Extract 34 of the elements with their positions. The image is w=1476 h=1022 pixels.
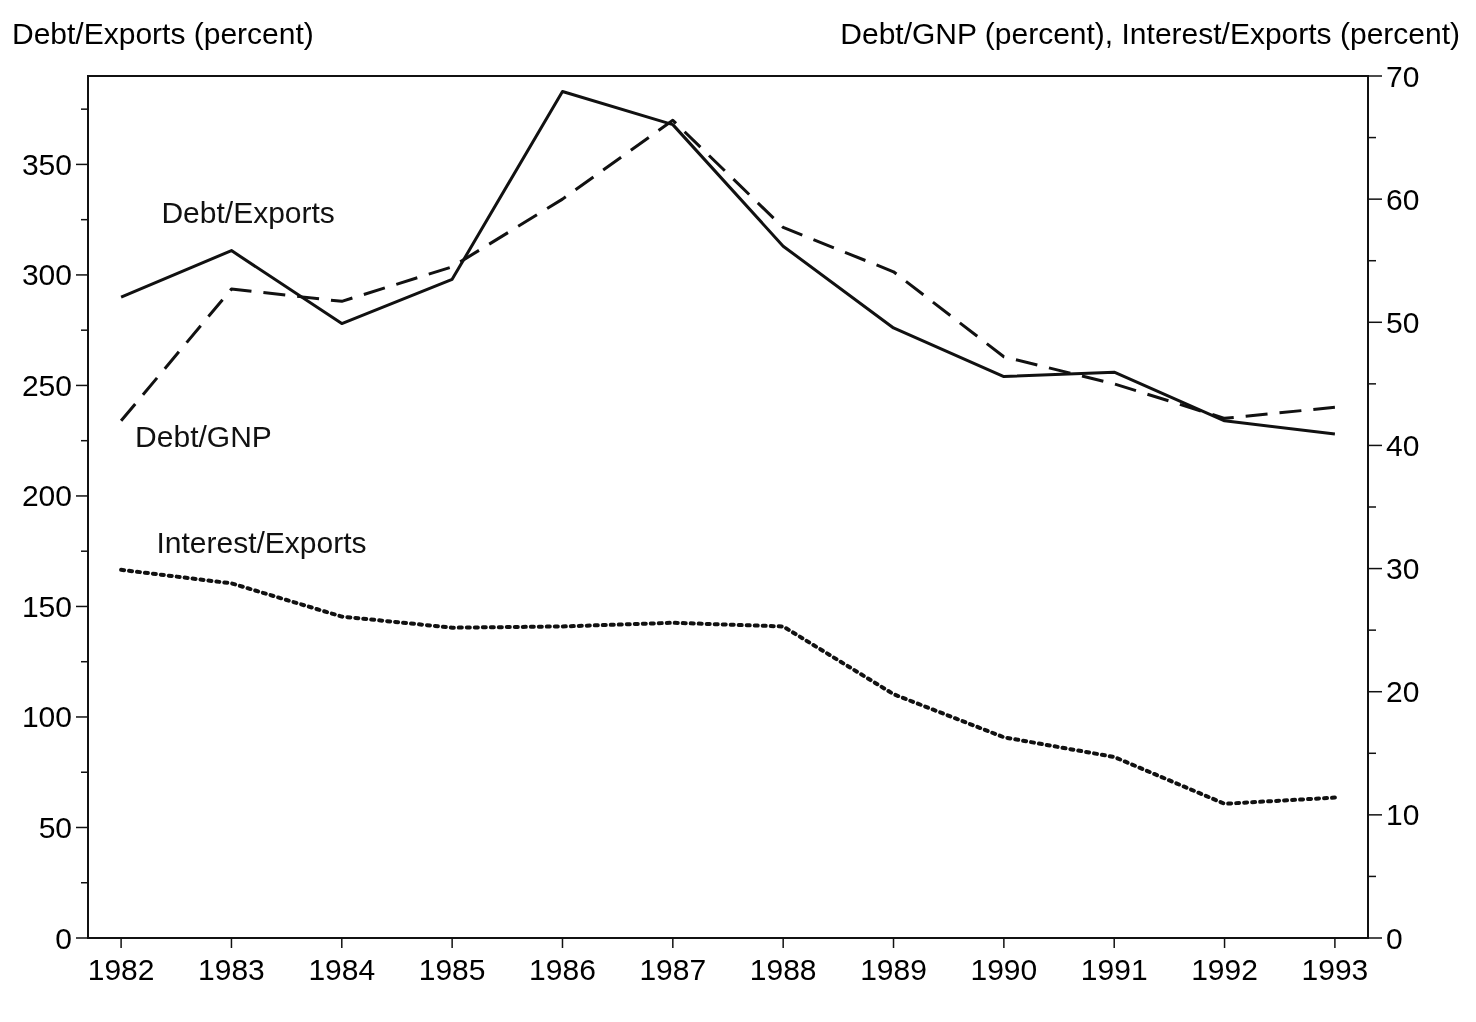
- y-tick-label: 350: [21, 147, 72, 181]
- series-label: Debt/GNP: [135, 419, 272, 453]
- line-series: [119, 567, 1337, 806]
- series-label: Debt/Exports: [161, 195, 335, 229]
- y2-tick-label: 40: [1386, 428, 1420, 462]
- x-tick-label: 1991: [1080, 953, 1148, 986]
- x-tick-label: 1985: [418, 953, 486, 986]
- y2-tick-label: 20: [1386, 675, 1420, 709]
- y2-tick-label: 60: [1386, 182, 1420, 216]
- x-tick-label: 1986: [529, 953, 596, 986]
- y-axis-title: Debt/Exports (percent): [12, 17, 314, 50]
- y-tick-label: 250: [21, 368, 72, 402]
- x-tick-label: 1984: [308, 953, 376, 986]
- x-tick-label: 1987: [639, 953, 707, 986]
- x-tick-label: 1990: [970, 953, 1038, 986]
- y2-axis-title: Debt/GNP (percent), Interest/Exports (percent): [840, 17, 1460, 50]
- x-tick-label: 1989: [860, 953, 927, 986]
- y2-tick-label: 0: [1386, 921, 1403, 955]
- y2-tick-label: 50: [1386, 305, 1420, 339]
- y-tick-label: 300: [21, 258, 72, 292]
- y2-tick-label: 30: [1386, 552, 1420, 586]
- x-tick-label: 1992: [1191, 953, 1258, 986]
- y-tick-label: 0: [55, 921, 72, 955]
- y-tick-label: 150: [21, 589, 72, 623]
- y-tick-label: 100: [21, 700, 72, 734]
- y-tick-label: 50: [38, 810, 72, 844]
- x-tick-label: 1983: [198, 953, 265, 986]
- y-tick-label: 200: [21, 479, 72, 513]
- x-tick-label: 1988: [749, 953, 817, 986]
- y2-tick-label: 10: [1386, 798, 1420, 832]
- x-tick-label: 1982: [87, 953, 155, 986]
- series-label: Interest/Exports: [156, 526, 367, 560]
- y2-tick-label: 70: [1386, 59, 1420, 93]
- x-tick-label: 1993: [1301, 953, 1369, 986]
